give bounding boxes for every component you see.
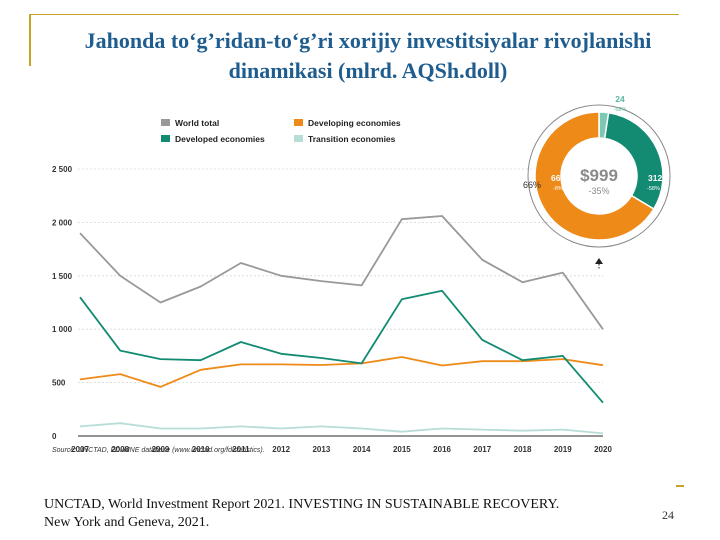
page-number: 24: [662, 508, 674, 522]
legend: World total Developed economies Developing…: [161, 118, 401, 144]
y-tick-label: 1 000: [52, 325, 73, 334]
legend-swatch: [294, 119, 303, 126]
series-line-world-total: [79, 215, 604, 330]
grid-lines: [78, 168, 603, 437]
slice-value-developing: 663: [551, 173, 565, 183]
x-tick-label: 2015: [393, 445, 411, 454]
axis-labels: 0 500 1 000 1 500 2 000 2 500 2007 2008 2009 2010…: [52, 165, 612, 454]
y-tick-label: 500: [52, 379, 66, 388]
legend-label: World total: [175, 118, 219, 128]
legend-swatch: [294, 135, 303, 142]
decorative-dash: [676, 485, 684, 487]
decorative-left-line: [29, 14, 31, 66]
x-tick-label: 2013: [312, 445, 330, 454]
donut-outer-ring: [527, 104, 671, 248]
x-tick-label: 2008: [111, 445, 129, 454]
y-tick-label: 0: [52, 432, 57, 441]
slice-change-transition: -58%: [614, 107, 627, 113]
series-lines: [79, 215, 604, 435]
legend-label: Transition economies: [308, 134, 396, 144]
x-tick-label: 2009: [152, 445, 170, 454]
pointer-triangle: [595, 258, 603, 264]
slice-value-developed: 312: [648, 173, 662, 183]
x-tick-label: 2019: [554, 445, 572, 454]
legend-swatch: [161, 119, 170, 126]
donut-hole: [561, 138, 637, 214]
legend-label: Developing economies: [308, 118, 401, 128]
x-tick-label: 2020: [594, 445, 612, 454]
donut-side-label: 66%: [523, 180, 541, 190]
donut-chart: $999-35% 663 -8% 312 -58% 24 -58% 66%: [523, 94, 671, 270]
donut-center-change: -35%: [588, 186, 609, 196]
series-line-transition-economies: [79, 422, 604, 435]
citation-text: UNCTAD, World Investment Report 2021. IN…: [44, 497, 560, 530]
legend-label: Developed economies: [175, 134, 265, 144]
x-tick-label: 2011: [232, 445, 250, 454]
series-line-developed-economies: [79, 289, 604, 404]
slice-change-developing: -8%: [553, 186, 563, 192]
slice-value-transition: 24: [615, 94, 625, 104]
x-tick-label: 2014: [353, 445, 371, 454]
source-note: Source: UNCTAD, FDI/MNE database (www.un…: [52, 447, 265, 454]
y-tick-label: 1 500: [52, 272, 73, 281]
decorative-top-line: [29, 14, 679, 15]
x-tick-label: 2016: [433, 445, 451, 454]
y-tick-label: 2 000: [52, 218, 73, 227]
x-tick-label: 2018: [514, 445, 532, 454]
donut-center-value: $999: [580, 166, 618, 185]
series-line-developing-economies: [79, 356, 604, 388]
x-tick-label: 2012: [272, 445, 290, 454]
slide-title: Jahonda to‘g’ridan-to‘g’ri xorijiy inves…: [84, 28, 652, 83]
x-tick-label: 2017: [473, 445, 491, 454]
legend-swatch: [161, 135, 170, 142]
x-tick-label: 2010: [192, 445, 210, 454]
slice-change-developed: -58%: [647, 186, 660, 192]
x-tick-label: 2007: [71, 445, 89, 454]
y-tick-label: 2 500: [52, 165, 73, 174]
